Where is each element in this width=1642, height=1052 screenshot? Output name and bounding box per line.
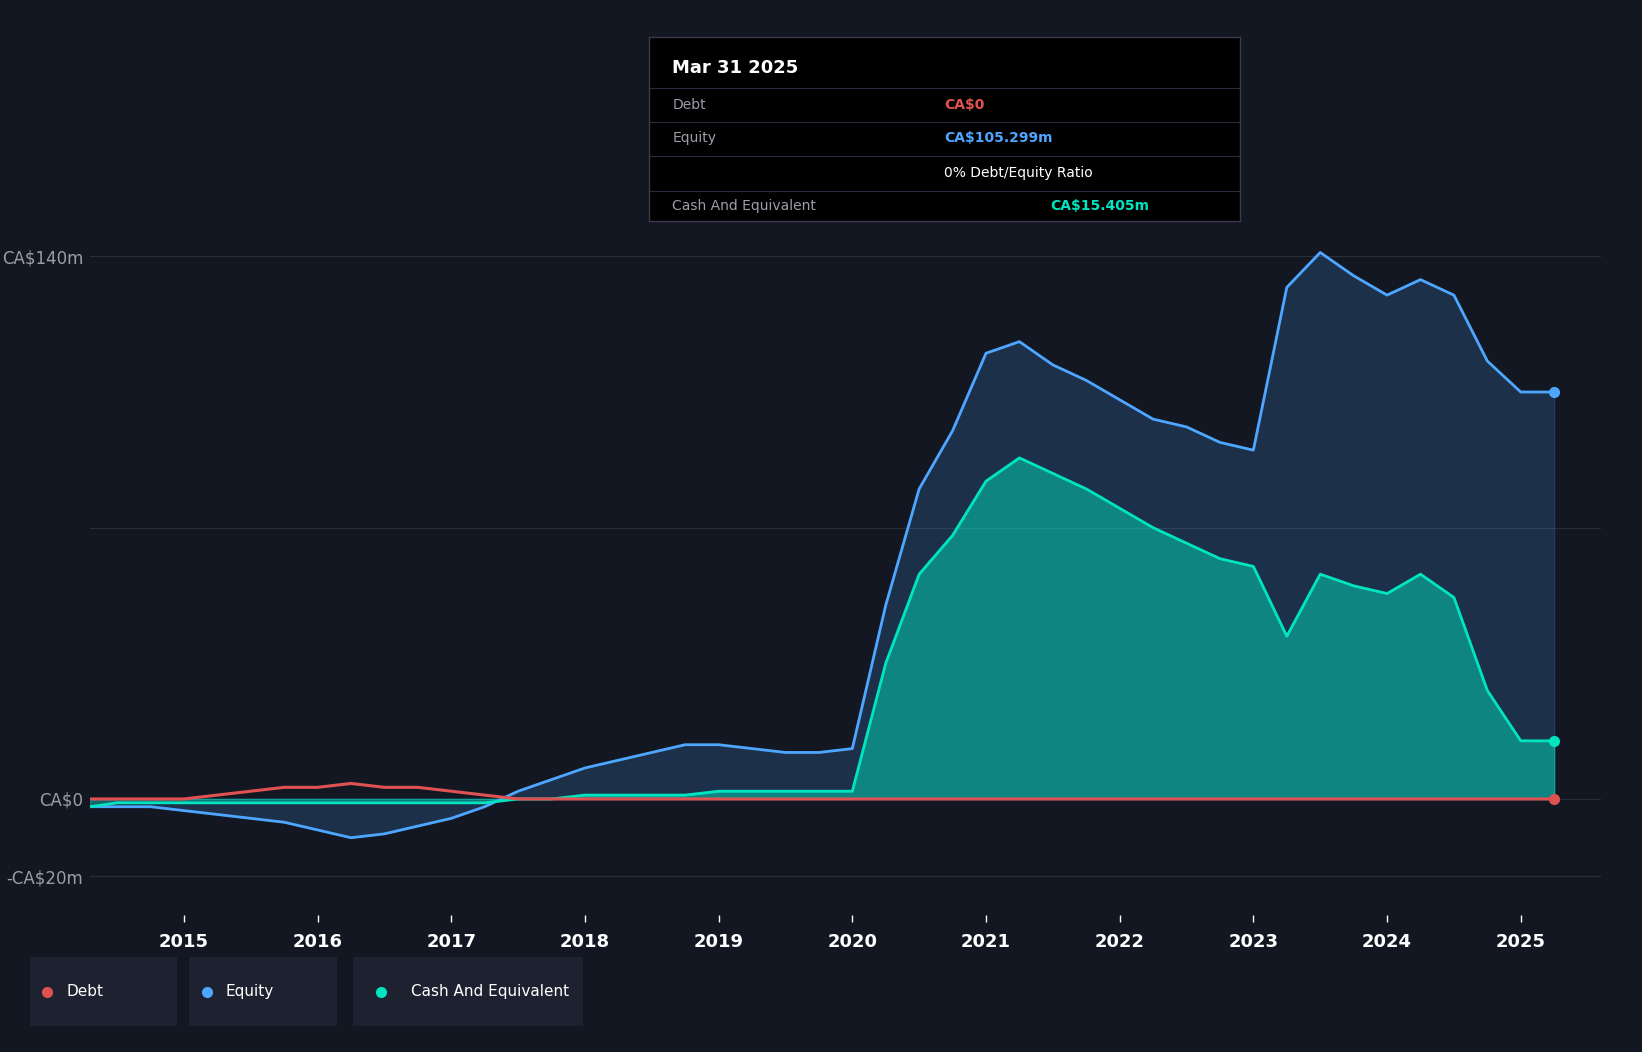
Text: Equity: Equity (672, 132, 716, 145)
Text: CA$0: CA$0 (944, 98, 985, 112)
Text: Equity: Equity (227, 984, 274, 999)
Text: CA$15.405m: CA$15.405m (1051, 199, 1149, 214)
Text: Cash And Equivalent: Cash And Equivalent (410, 984, 568, 999)
Text: Debt: Debt (66, 984, 103, 999)
Text: Cash And Equivalent: Cash And Equivalent (672, 199, 816, 214)
Text: 0% Debt/Equity Ratio: 0% Debt/Equity Ratio (944, 166, 1094, 180)
Text: CA$105.299m: CA$105.299m (944, 132, 1053, 145)
Text: Debt: Debt (672, 98, 706, 112)
Text: Mar 31 2025: Mar 31 2025 (672, 59, 798, 77)
